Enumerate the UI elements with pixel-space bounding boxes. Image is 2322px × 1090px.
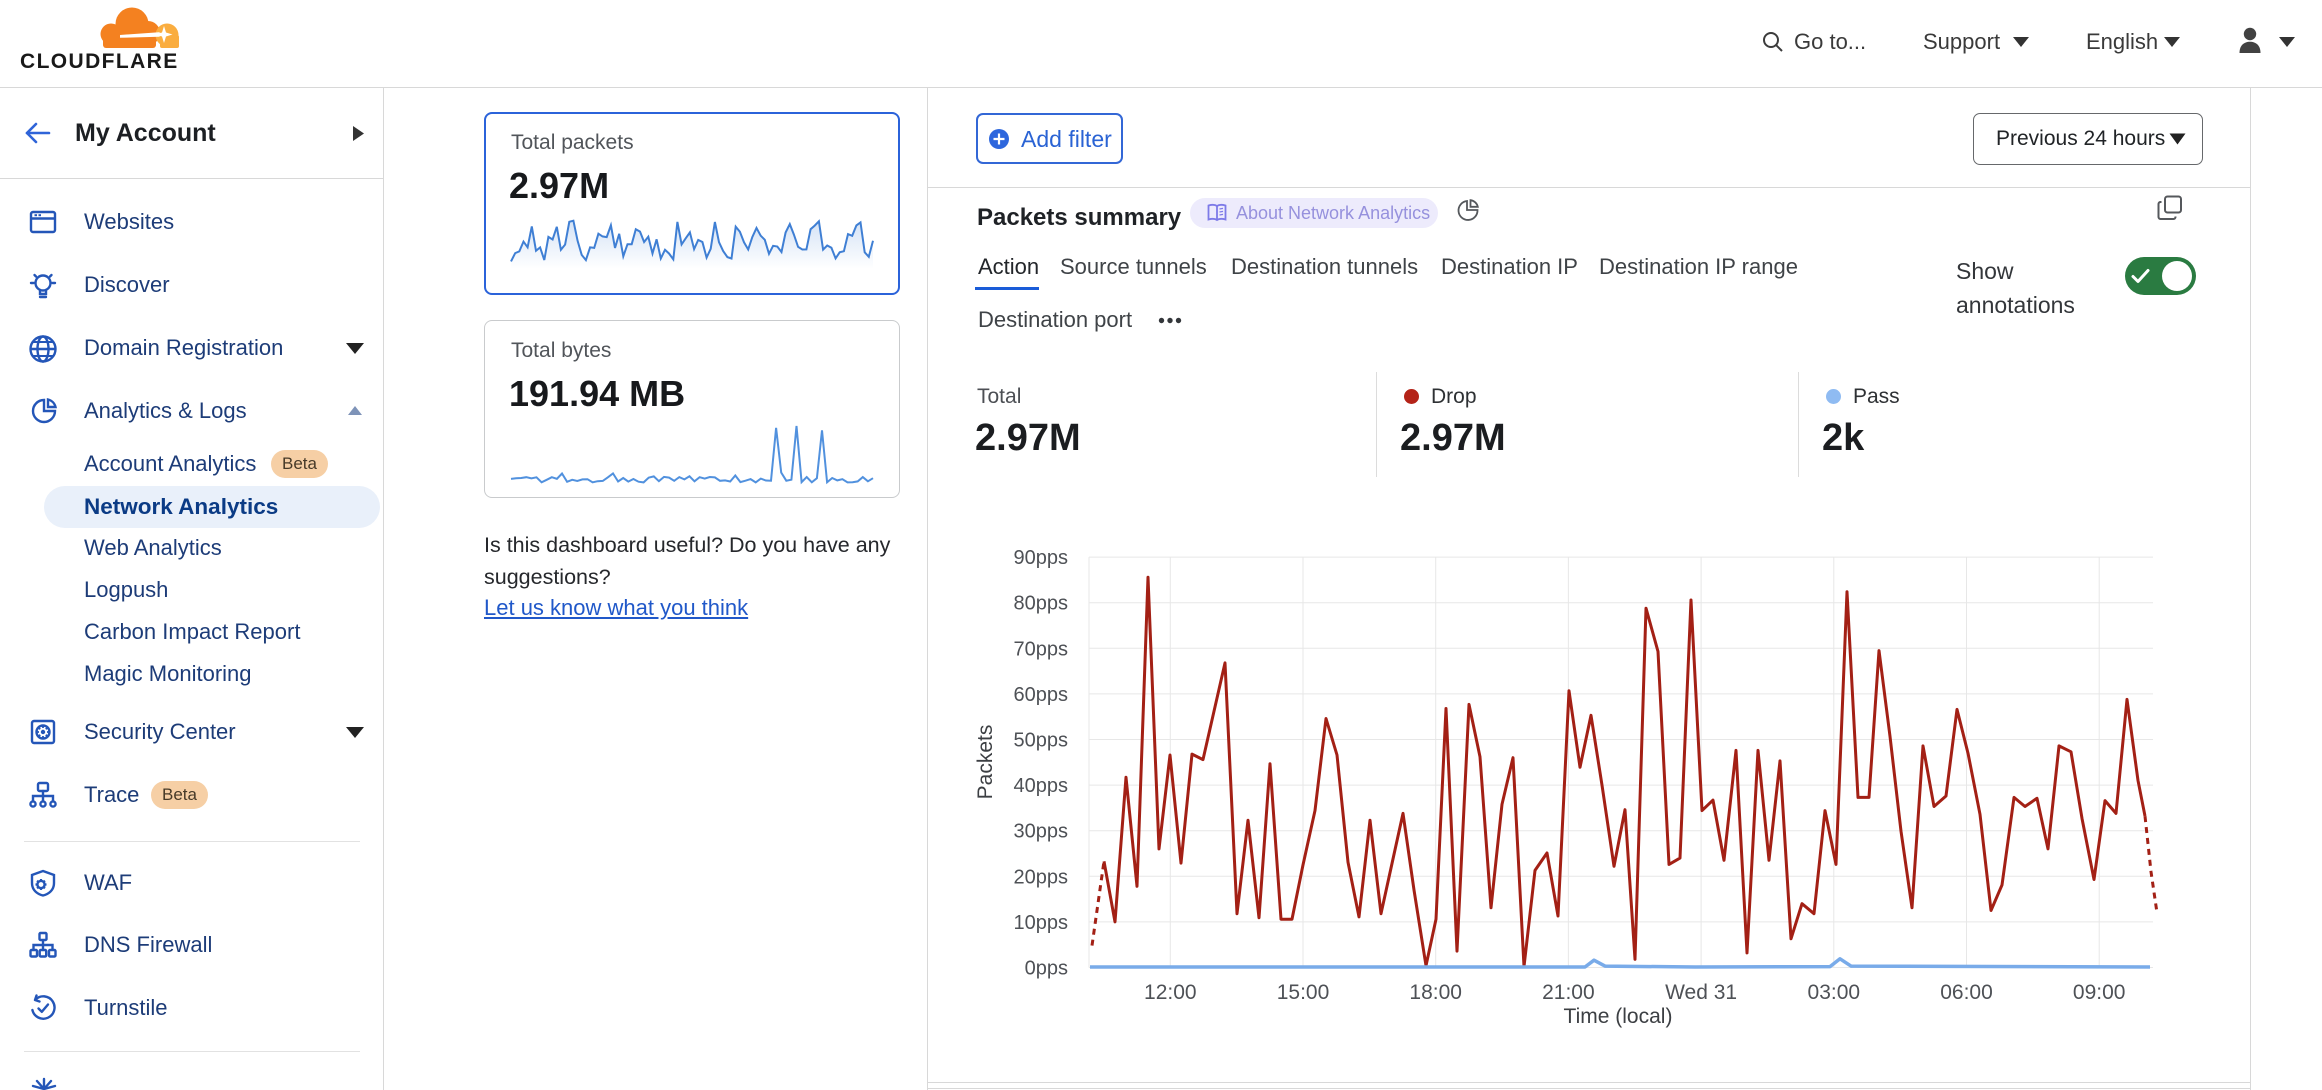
svg-text:0pps: 0pps [1025,958,1068,980]
svg-text:80pps: 80pps [1014,593,1069,615]
svg-text:Time (local): Time (local) [1564,1005,1673,1028]
svg-text:10pps: 10pps [1014,912,1069,934]
svg-text:60pps: 60pps [1014,684,1069,706]
svg-text:70pps: 70pps [1014,638,1069,660]
svg-text:21:00: 21:00 [1542,981,1595,1004]
svg-text:30pps: 30pps [1014,821,1069,843]
svg-text:12:00: 12:00 [1144,981,1197,1004]
svg-text:50pps: 50pps [1014,730,1069,752]
svg-text:40pps: 40pps [1014,775,1069,797]
svg-text:90pps: 90pps [1014,547,1069,569]
svg-text:CLOUDFLARE: CLOUDFLARE [20,50,179,73]
svg-text:Packets: Packets [974,725,997,800]
svg-text:09:00: 09:00 [2073,981,2126,1004]
svg-text:Wed 31: Wed 31 [1665,981,1737,1004]
svg-text:15:00: 15:00 [1277,981,1330,1004]
svg-text:03:00: 03:00 [1808,981,1861,1004]
svg-text:06:00: 06:00 [1940,981,1993,1004]
svg-text:18:00: 18:00 [1409,981,1462,1004]
svg-text:20pps: 20pps [1014,866,1069,888]
